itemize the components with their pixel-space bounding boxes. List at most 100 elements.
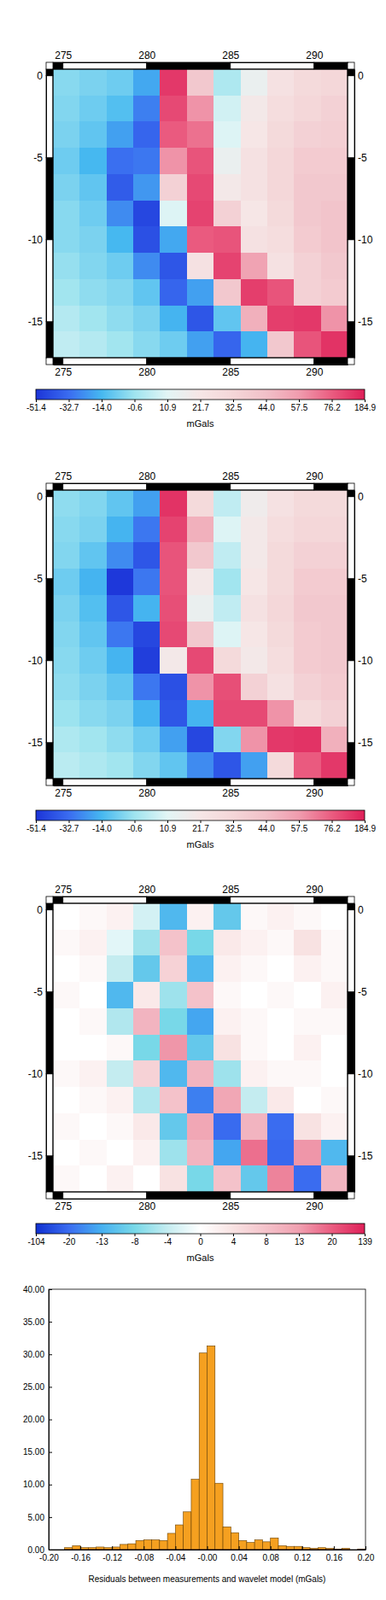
cell xyxy=(79,305,106,333)
cell xyxy=(159,174,187,201)
tick-mark xyxy=(365,1546,367,1550)
cell xyxy=(159,1087,187,1114)
tick: 13 xyxy=(294,1234,305,1247)
cell xyxy=(213,331,240,358)
frame-strip xyxy=(347,910,355,993)
cell xyxy=(159,516,187,544)
tick-mark xyxy=(48,1420,53,1422)
frame-strip xyxy=(46,239,53,322)
cell xyxy=(240,305,268,333)
cell xyxy=(267,305,294,333)
tick: 275 xyxy=(54,49,72,63)
frame-strip xyxy=(230,1192,315,1199)
cell xyxy=(187,929,214,957)
frame-strip xyxy=(347,497,355,579)
cell xyxy=(159,1140,187,1167)
cell xyxy=(213,279,240,306)
tick-label: 290 xyxy=(305,883,323,896)
cell xyxy=(79,147,106,175)
tick: 44.0 xyxy=(257,820,275,834)
cell xyxy=(52,1140,80,1167)
bar xyxy=(254,1540,263,1550)
tick-label: 275 xyxy=(54,366,72,379)
tick: -5 xyxy=(354,573,368,585)
cell xyxy=(133,595,160,622)
axis: -15-10-50 xyxy=(28,904,47,1194)
cell xyxy=(267,490,294,517)
cell xyxy=(293,726,321,754)
cell xyxy=(106,929,134,957)
cell xyxy=(133,174,160,201)
bar xyxy=(239,1540,247,1550)
cell xyxy=(293,147,321,175)
tick-label: 4 xyxy=(231,1237,237,1247)
cell xyxy=(133,1140,160,1167)
tick: 275 xyxy=(54,883,72,897)
frame-strip xyxy=(63,778,147,786)
cell xyxy=(240,955,268,983)
cell xyxy=(293,1035,321,1062)
cell xyxy=(159,1165,187,1193)
tick-label: 5.00 xyxy=(28,1513,46,1523)
frame-corner xyxy=(347,483,355,491)
cell xyxy=(106,673,134,701)
cell xyxy=(133,305,160,333)
frame-strip xyxy=(52,357,64,365)
colorbar-label: mGals xyxy=(187,1252,215,1264)
cell xyxy=(79,903,106,930)
tick-label: -10 xyxy=(28,1068,44,1081)
cell xyxy=(187,305,214,333)
axis: -51.4-32.7-14.0-0.610.921.732.544.057.57… xyxy=(26,399,376,413)
cell xyxy=(293,252,321,280)
tick: -10 xyxy=(28,1068,47,1081)
cell xyxy=(106,226,134,253)
cell xyxy=(187,726,214,754)
tick-label: -15 xyxy=(357,736,374,749)
tick: 32.5 xyxy=(225,399,243,413)
tick-mark xyxy=(48,1321,53,1323)
axis: 275280285290 xyxy=(53,883,349,898)
bar xyxy=(262,1542,270,1550)
cell xyxy=(321,595,348,622)
frame-strip xyxy=(46,992,53,1075)
cell xyxy=(213,1087,240,1114)
cell xyxy=(52,1008,80,1036)
frame-corner xyxy=(347,62,355,70)
tick-label: 280 xyxy=(138,883,156,896)
cell xyxy=(133,929,160,957)
cell xyxy=(267,1113,294,1141)
tick-label: 30.00 xyxy=(23,1350,45,1360)
tick-mark xyxy=(233,1234,234,1237)
tick-label: -5 xyxy=(33,152,43,164)
cell xyxy=(187,516,214,544)
tick-mark xyxy=(101,399,103,403)
cell xyxy=(106,542,134,569)
tick-label: 285 xyxy=(222,366,240,379)
tick-label: 57.5 xyxy=(291,824,309,834)
tick: 25.00 xyxy=(23,1382,53,1392)
axis-line xyxy=(53,1198,349,1200)
cell xyxy=(187,982,214,1009)
cell xyxy=(106,903,134,930)
frame xyxy=(46,483,355,786)
cell xyxy=(213,516,240,544)
bar xyxy=(143,1540,152,1550)
tick-mark xyxy=(200,399,202,403)
frame-strip xyxy=(46,69,53,77)
frame-strip xyxy=(46,497,53,579)
frame-strip xyxy=(230,357,315,365)
cell xyxy=(159,69,187,96)
tick-label: 44.0 xyxy=(257,824,275,834)
cell xyxy=(159,252,187,280)
frame xyxy=(46,896,355,1199)
cell xyxy=(240,982,268,1009)
tick-mark xyxy=(134,399,136,403)
cell xyxy=(133,490,160,517)
cell xyxy=(267,95,294,123)
tick-mark xyxy=(233,399,234,403)
tick: 275 xyxy=(54,470,72,484)
cell xyxy=(133,752,160,779)
frame-strip xyxy=(63,62,147,70)
cell xyxy=(267,929,294,957)
tick-label: -0.00 xyxy=(198,1553,218,1563)
